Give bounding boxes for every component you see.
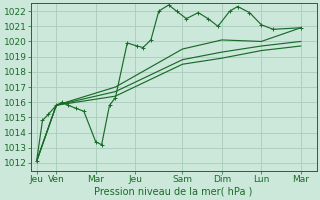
X-axis label: Pression niveau de la mer( hPa ): Pression niveau de la mer( hPa )	[94, 187, 253, 197]
